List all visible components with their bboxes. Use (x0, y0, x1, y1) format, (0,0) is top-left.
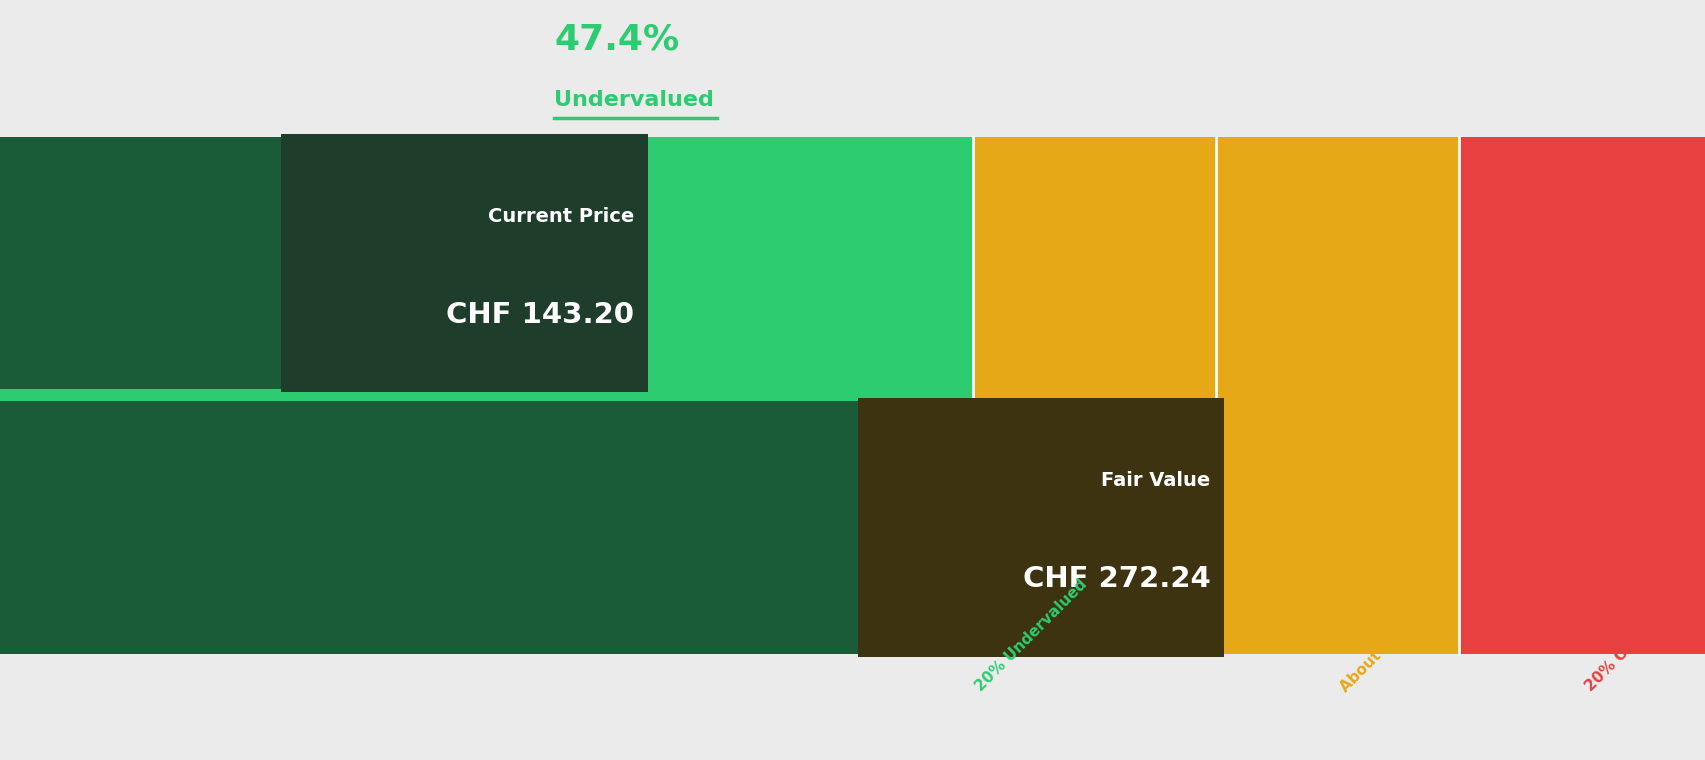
Text: 47.4%: 47.4% (554, 23, 679, 57)
Bar (0, 137, 972, 654)
Text: About Right: About Right (1337, 612, 1420, 695)
Bar (0, 137, 639, 389)
Bar (1216, 137, 1458, 654)
Bar (972, 137, 1216, 654)
Text: 20% Undervalued: 20% Undervalued (972, 577, 1089, 695)
Text: 20% Overvalued: 20% Overvalued (1582, 585, 1691, 695)
Bar (281, 134, 648, 392)
Bar (858, 398, 1224, 657)
Text: Undervalued: Undervalued (554, 90, 714, 110)
Text: CHF 272.24: CHF 272.24 (1023, 565, 1211, 593)
Text: Fair Value: Fair Value (1101, 471, 1211, 490)
Text: Current Price: Current Price (488, 207, 634, 226)
Text: CHF 143.20: CHF 143.20 (447, 301, 634, 328)
Bar (0, 401, 1216, 654)
Bar (1458, 137, 1705, 654)
